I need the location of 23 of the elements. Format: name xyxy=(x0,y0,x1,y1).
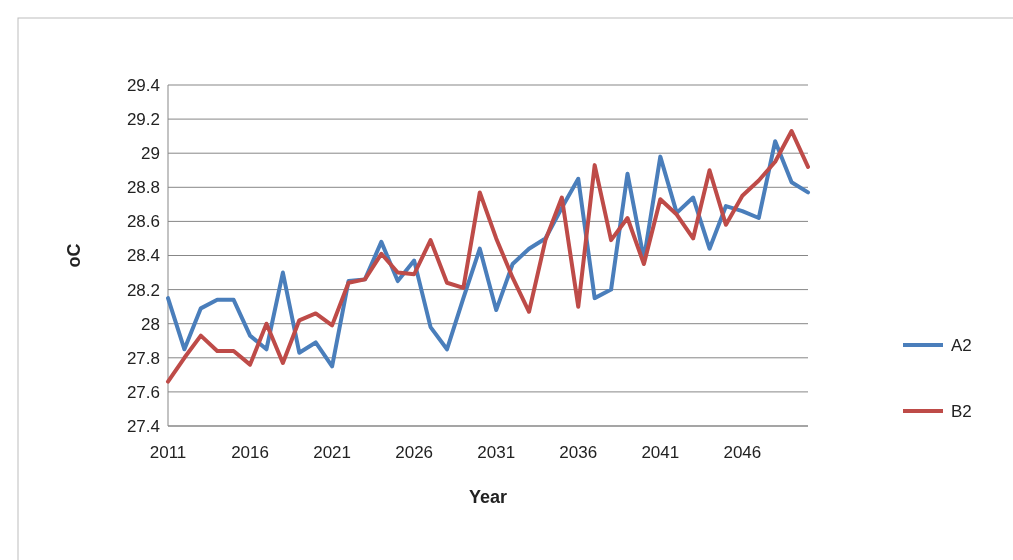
x-axis-title: Year xyxy=(468,487,508,507)
legend-label: B2 xyxy=(951,401,972,421)
x-tick-label: 2046 xyxy=(723,443,762,462)
y-tick-label: 28.4 xyxy=(126,246,160,266)
x-tick-label: 2016 xyxy=(231,443,269,462)
legend-label: A2 xyxy=(951,335,972,355)
y-tick-label: 29.2 xyxy=(126,110,160,130)
y-tick-label: 27.8 xyxy=(126,348,160,368)
x-tick-label: 2031 xyxy=(477,443,516,462)
y-tick-label: 28 xyxy=(141,314,160,334)
x-tick-label: 2011 xyxy=(149,443,187,462)
y-tick-label: 27.4 xyxy=(126,416,160,436)
x-tick-label: 2026 xyxy=(395,443,434,462)
y-tick-label: 27.6 xyxy=(126,382,160,402)
y-tick-label: 29.4 xyxy=(126,75,160,95)
y-tick-label: 28.8 xyxy=(126,178,160,198)
y-tick-label: 28.6 xyxy=(126,212,160,232)
y-tick-label: 29 xyxy=(141,144,160,164)
x-tick-label: 2036 xyxy=(559,443,598,462)
x-tick-label: 2041 xyxy=(641,443,680,462)
x-tick-label: 2021 xyxy=(313,443,352,462)
y-axis-title: oC xyxy=(64,243,84,268)
y-tick-label: 28.2 xyxy=(126,280,160,300)
